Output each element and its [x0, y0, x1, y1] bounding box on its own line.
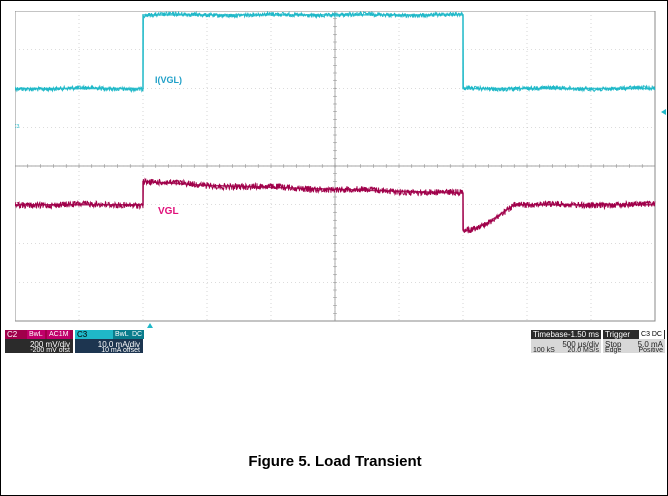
figure-caption: Figure 5. Load Transient: [248, 453, 422, 470]
timebase-rate: 20.0 MS/s: [567, 347, 599, 354]
c2-ground-marker: C2: [15, 202, 20, 208]
timebase-label: Timebase: [533, 330, 568, 339]
trigger-position-marker: [147, 323, 153, 328]
c2-scale: 200 mV/div: [29, 340, 70, 349]
c2-offset: -200 mV ofst: [30, 347, 70, 354]
c2-info-panel: C2 BwL AC1M 200 mV/div -200 mV ofst: [5, 330, 73, 354]
c3-offset: 10 mA offset: [101, 347, 140, 354]
vgl-trace-core: [15, 180, 655, 232]
trigger-mode: Stop: [605, 340, 622, 349]
timebase-delay: -1.50 ms: [567, 330, 599, 339]
traces: [15, 11, 656, 234]
trigger-slope: Positive: [638, 347, 663, 354]
trigger-type: Edge: [605, 347, 622, 354]
c3-info-panel: C3 BwL DC 10.0 mA/div 10 mA offset: [75, 330, 145, 354]
c3-name: C3: [77, 330, 88, 339]
ivgl-trace-core: [15, 14, 655, 90]
vgl-label: VGL: [158, 206, 179, 217]
trigger-level: 5.0 mA: [637, 340, 663, 349]
ivgl-label: I(VGL): [155, 75, 182, 85]
c2-bw-tag: BwL: [27, 330, 45, 339]
trigger-level-marker: [661, 109, 666, 115]
c3-scale: 10.0 mA/div: [97, 340, 140, 349]
c3-ground-marker: C3: [15, 124, 20, 130]
c3-coupling-tag: DC: [130, 330, 145, 339]
trigger-coupling: DC: [649, 330, 664, 339]
c2-coupling-tag: AC1M: [47, 330, 71, 339]
c3-bw-tag: BwL: [113, 330, 131, 339]
c2-name: C2: [7, 330, 18, 339]
oscilloscope-plot: I(VGL) VGL C3 C2: [15, 11, 667, 331]
trigger-label: Trigger: [605, 330, 631, 339]
trigger-panel: Trigger C3 DC Stop 5.0 mA Edge Positive: [603, 330, 665, 354]
trigger-source: C3: [639, 330, 652, 339]
timebase-scale: 500 µs/div: [562, 340, 599, 349]
scope-screen: I(VGL) VGL C3 C2: [15, 11, 666, 328]
timebase-panel: Timebase -1.50 ms 500 µs/div 100 kS 20.0…: [531, 330, 601, 354]
graticule-grid: [15, 11, 656, 322]
timebase-samples: 100 kS: [533, 347, 555, 354]
